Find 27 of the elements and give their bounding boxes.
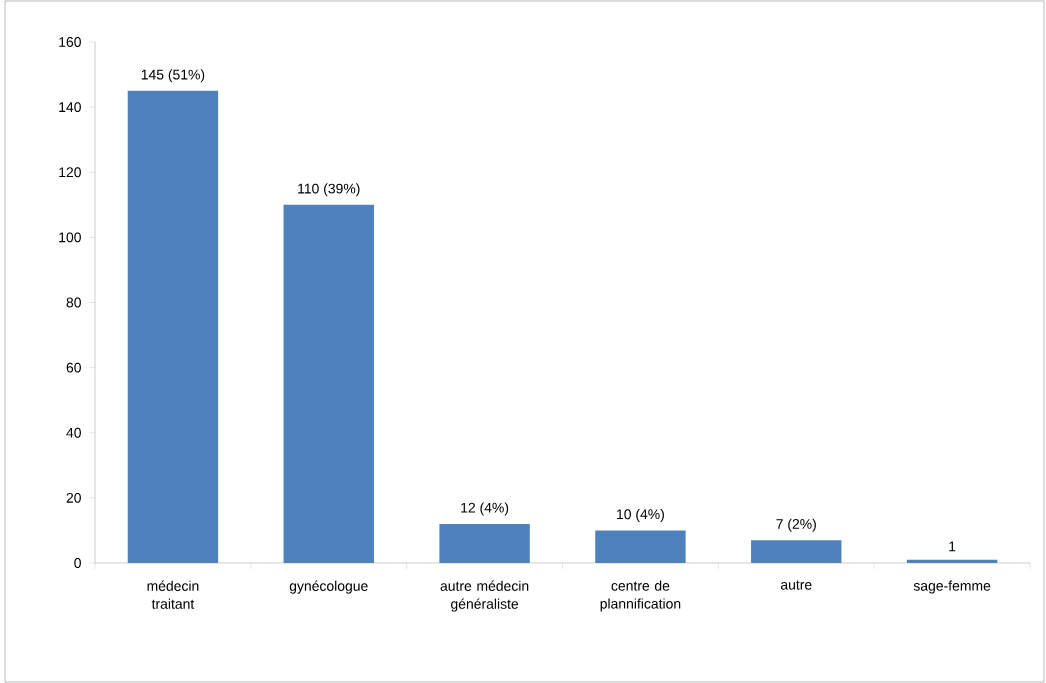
y-tick-label: 60 — [66, 362, 81, 373]
y-tick-label: 140 — [59, 102, 81, 113]
y-tick-label: 160 — [59, 37, 81, 47]
data-label: 10 (4%) — [617, 508, 664, 522]
data-label: 1 — [949, 541, 956, 552]
bar — [439, 523, 530, 563]
data-label: 12 (4%) — [461, 502, 509, 516]
y-tick-label: 80 — [66, 297, 81, 308]
y-tick-label: 40 — [66, 427, 81, 438]
x-tick-label: sage-femme — [913, 580, 991, 594]
y-tick-label: 0 — [74, 558, 81, 568]
bar — [127, 90, 219, 563]
x-tick-label: autre médecin généraliste — [440, 580, 529, 612]
bar — [751, 540, 842, 563]
data-label: 7 (2%) — [776, 518, 816, 532]
bar — [283, 204, 374, 563]
y-tick-label: 100 — [59, 232, 81, 243]
data-label: 145 (51%) — [141, 69, 205, 83]
x-tick-label: gynécologue — [289, 580, 368, 594]
x-tick-label: médecin traitant — [147, 580, 199, 609]
x-tick-label: autre — [780, 580, 812, 590]
x-tick-label: centre de plannification — [600, 580, 681, 612]
bar — [906, 559, 998, 563]
bar — [595, 530, 686, 563]
data-label: 110 (39%) — [298, 183, 360, 197]
y-tick-label: 20 — [66, 492, 81, 503]
y-tick-label: 120 — [59, 167, 81, 178]
